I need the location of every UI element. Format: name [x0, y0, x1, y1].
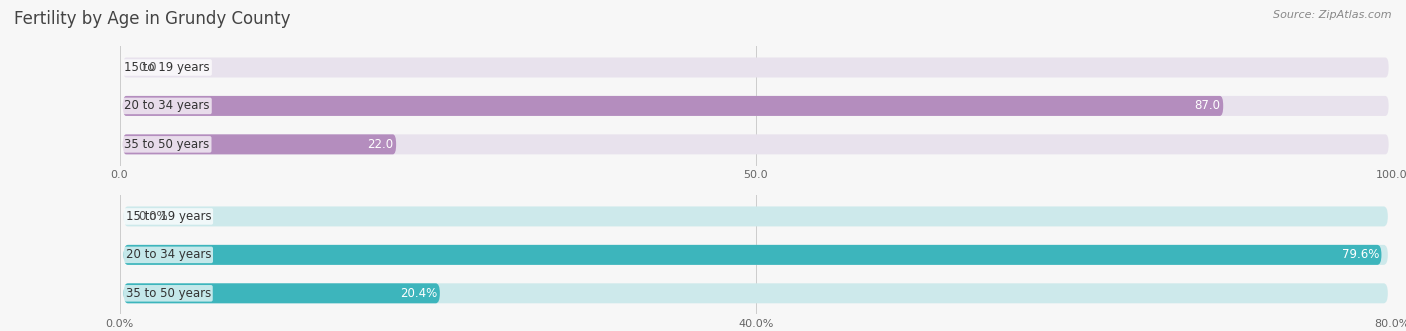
- Text: 0.0: 0.0: [139, 61, 157, 74]
- Text: 20.4%: 20.4%: [401, 287, 437, 300]
- FancyBboxPatch shape: [124, 283, 440, 303]
- Text: 35 to 50 years: 35 to 50 years: [125, 287, 211, 300]
- Text: 15 to 19 years: 15 to 19 years: [125, 210, 211, 223]
- FancyBboxPatch shape: [124, 207, 1388, 226]
- Text: 15 to 19 years: 15 to 19 years: [125, 61, 209, 74]
- FancyBboxPatch shape: [124, 283, 1388, 303]
- Text: 79.6%: 79.6%: [1341, 248, 1379, 261]
- FancyBboxPatch shape: [122, 58, 1389, 77]
- FancyBboxPatch shape: [122, 96, 1389, 116]
- FancyBboxPatch shape: [122, 134, 1389, 154]
- FancyBboxPatch shape: [124, 245, 1382, 265]
- Text: 20 to 34 years: 20 to 34 years: [125, 99, 209, 113]
- Text: Source: ZipAtlas.com: Source: ZipAtlas.com: [1274, 10, 1392, 20]
- Text: 87.0: 87.0: [1194, 99, 1220, 113]
- Text: 0.0%: 0.0%: [139, 210, 169, 223]
- Text: Fertility by Age in Grundy County: Fertility by Age in Grundy County: [14, 10, 291, 28]
- FancyBboxPatch shape: [124, 245, 1388, 265]
- FancyBboxPatch shape: [122, 96, 1223, 116]
- Text: 20 to 34 years: 20 to 34 years: [125, 248, 211, 261]
- Text: 35 to 50 years: 35 to 50 years: [125, 138, 209, 151]
- FancyBboxPatch shape: [122, 134, 396, 154]
- Text: 22.0: 22.0: [367, 138, 394, 151]
